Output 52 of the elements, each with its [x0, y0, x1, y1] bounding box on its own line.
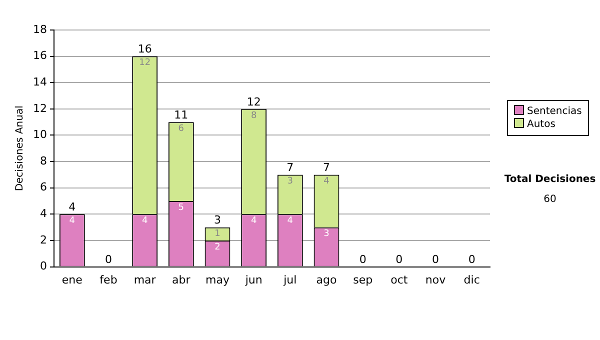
data-label: 3: [324, 229, 330, 240]
total-label: 3: [214, 214, 221, 227]
y-tick-label: 4: [40, 207, 47, 220]
y-tick-label: 2: [40, 233, 47, 246]
data-label: 2: [214, 242, 220, 252]
x-tick-label: oct: [390, 273, 408, 286]
text: Total Decisiones: [503, 173, 597, 187]
data-label: 8: [250, 110, 257, 121]
total-label: 16: [138, 42, 152, 56]
x-tick-label: dic: [464, 273, 480, 286]
legend-label: Sentencias: [526, 105, 582, 118]
total-label: 12: [246, 95, 261, 108]
total-label: 0: [396, 253, 403, 266]
data-label: 4: [324, 176, 330, 187]
total-label: 0: [468, 253, 476, 266]
y-tick-label: 0: [40, 260, 47, 273]
data-label: 4: [142, 216, 148, 226]
data-label: 1: [214, 229, 220, 240]
x-tick-label: ene: [62, 273, 83, 286]
y-tick-label: 16: [32, 49, 47, 62]
data-label: 6: [178, 124, 184, 134]
total-label: 7: [286, 161, 294, 174]
text: 60: [542, 193, 558, 207]
data-label: 5: [178, 202, 184, 213]
total-label: 11: [174, 108, 188, 122]
x-tick-label: jul: [282, 273, 297, 286]
total-label: 0: [104, 253, 112, 266]
data-label: 4: [69, 216, 76, 226]
y-tick-label: 10: [32, 128, 47, 142]
y-tick-label: 6: [40, 180, 47, 194]
y-axis-title: Decisiones Anual: [14, 106, 26, 192]
x-tick-label: jun: [244, 273, 262, 286]
x-tick-label: mar: [134, 273, 156, 286]
data-label: 3: [287, 176, 294, 187]
x-tick-label: nov: [425, 273, 446, 286]
total-label: 7: [323, 161, 330, 174]
y-tick-label: 14: [32, 75, 47, 88]
x-tick-label: may: [206, 273, 230, 286]
y-tick-label: 8: [40, 154, 47, 168]
x-tick-label: sep: [353, 273, 373, 286]
legend-label: Autos: [526, 118, 556, 131]
total-label: 0: [359, 253, 366, 266]
y-tick-label: 18: [32, 22, 47, 36]
x-tick-label: abr: [172, 273, 191, 286]
data-label: 12: [139, 58, 151, 68]
x-tick-label: ago: [316, 273, 337, 286]
x-tick-label: feb: [100, 273, 118, 286]
total-label: 0: [432, 253, 439, 266]
data-label: 4: [250, 216, 257, 226]
y-tick-label: 12: [32, 102, 47, 115]
total-label: 4: [68, 200, 76, 214]
data-label: 4: [287, 216, 294, 226]
